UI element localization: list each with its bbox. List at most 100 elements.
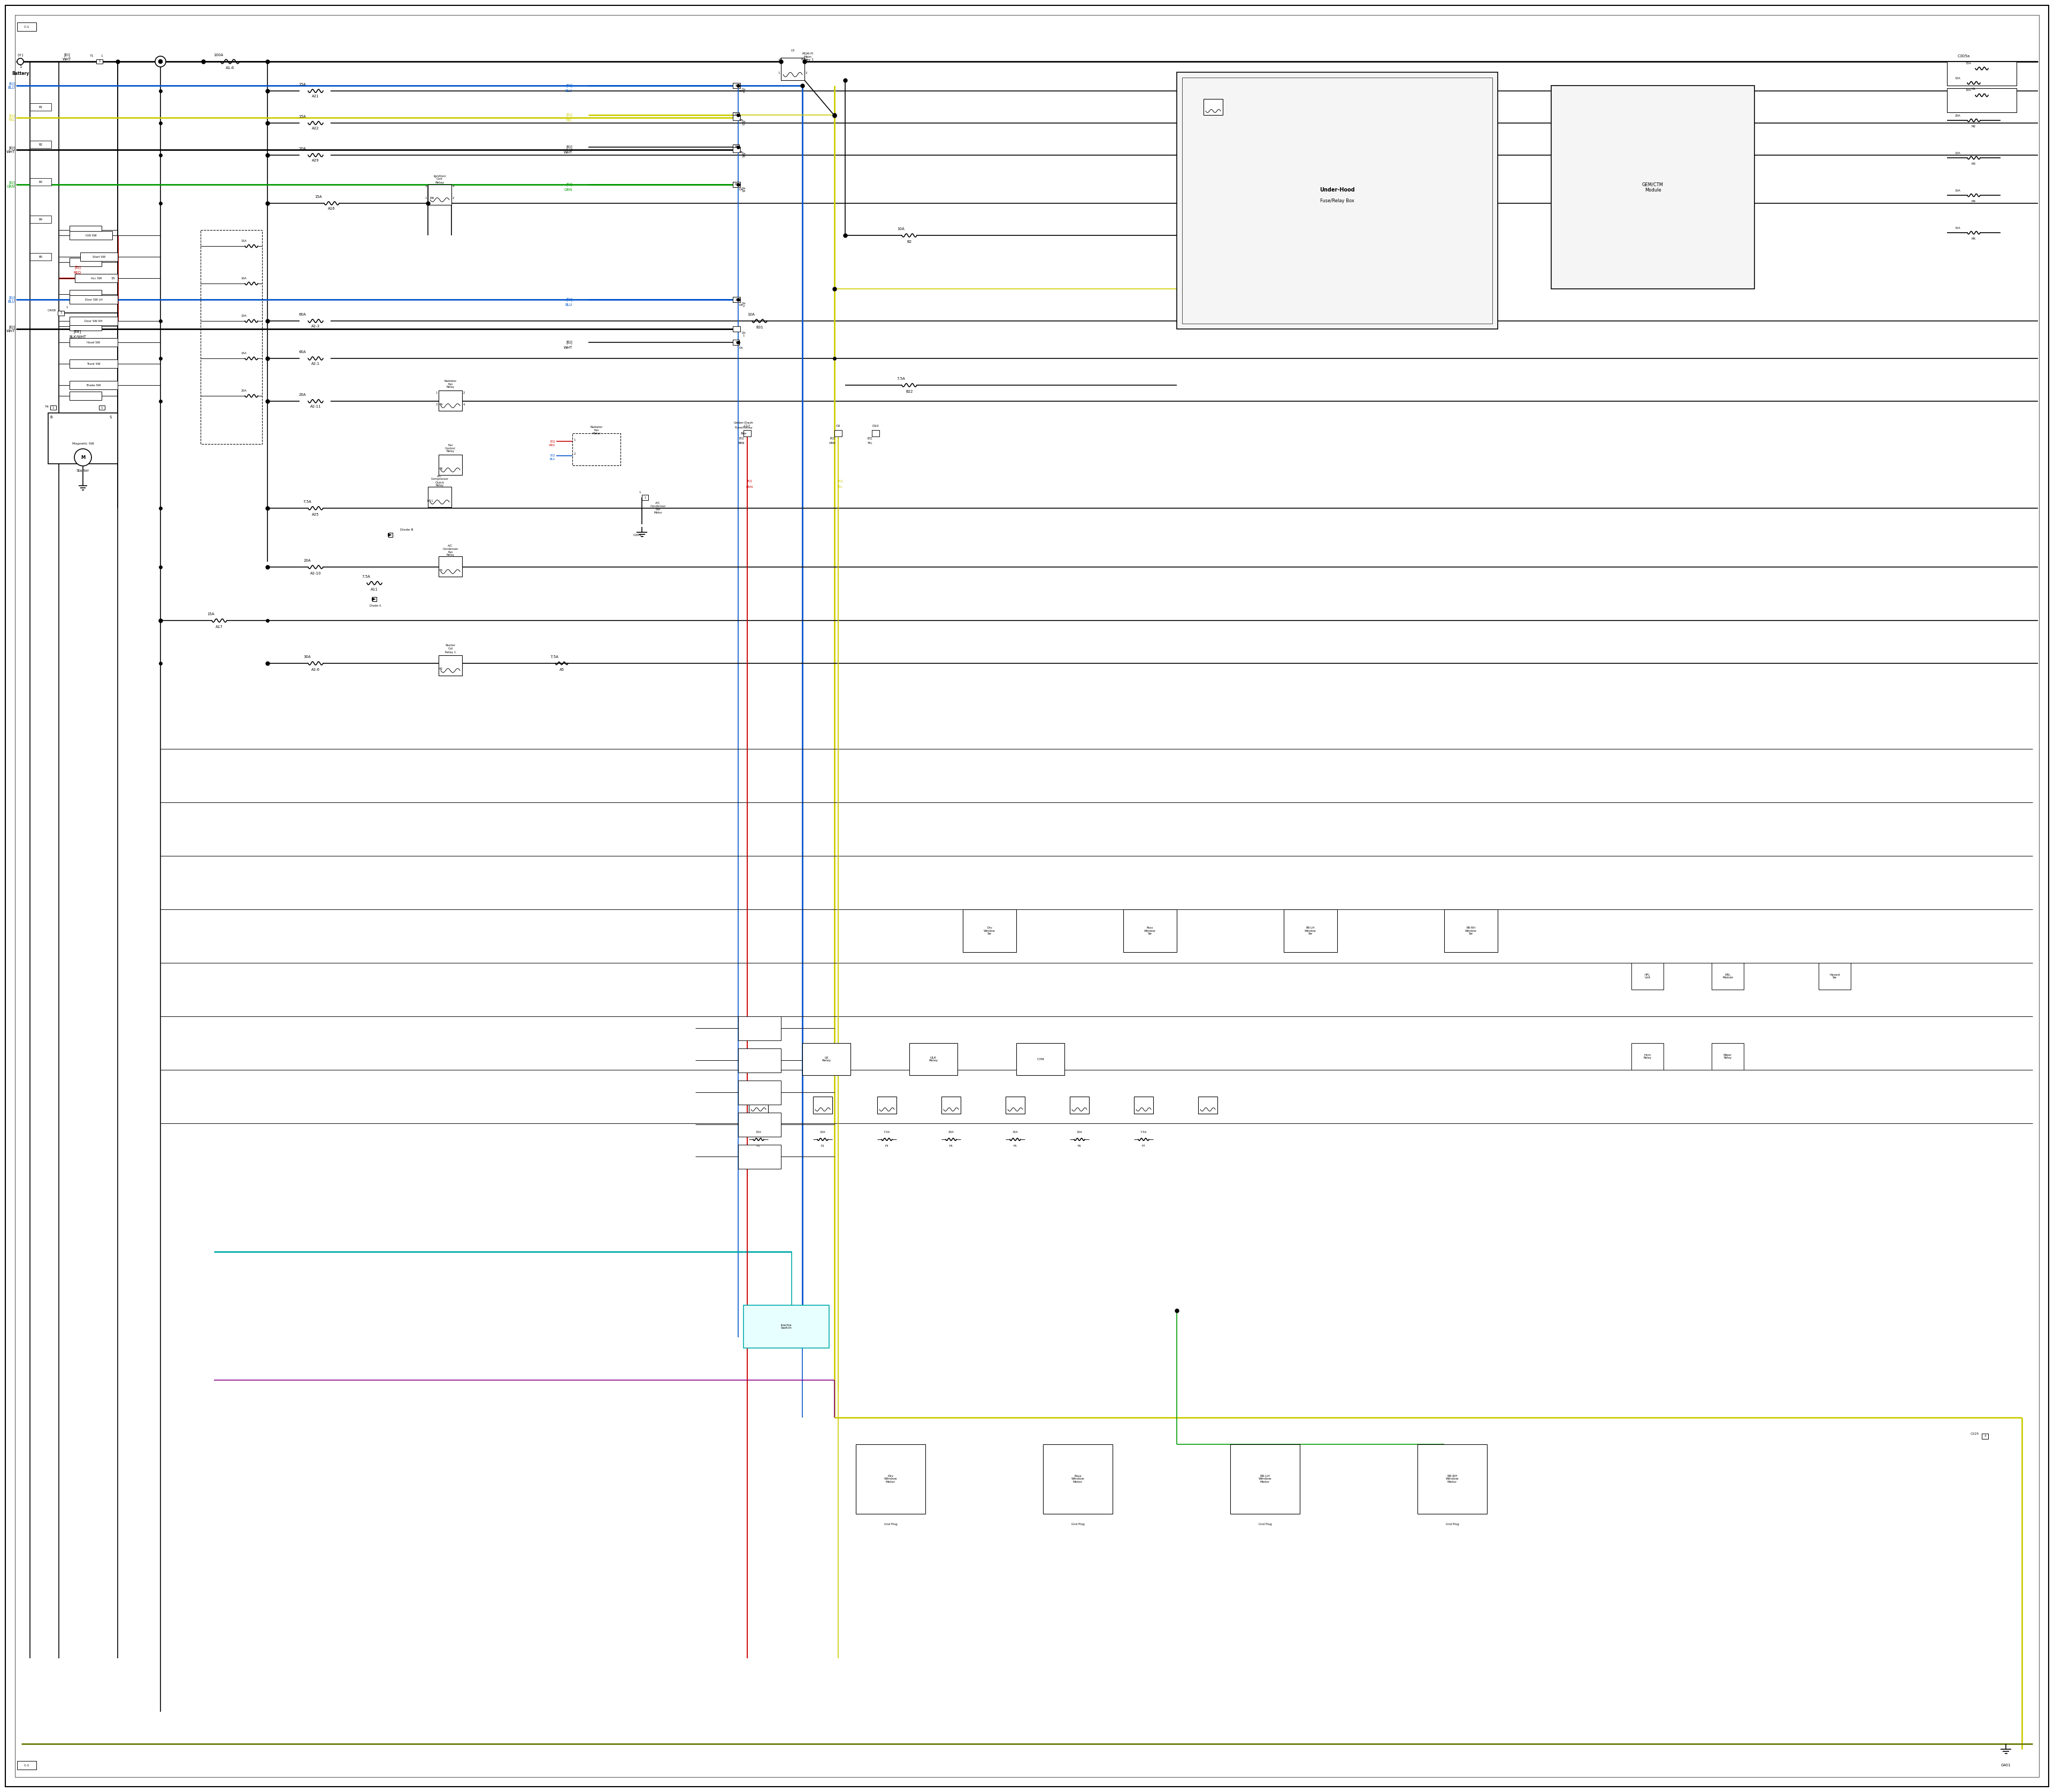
Bar (70, 339, 117, 346)
Text: Radiator: Radiator (589, 425, 602, 428)
Text: HFL
Unit: HFL Unit (1645, 973, 1651, 978)
Text: 19: 19 (733, 183, 737, 186)
Text: 15A: 15A (1013, 1131, 1019, 1133)
Bar (1982, 1434, 1988, 1439)
Text: [EJ]: [EJ] (550, 441, 555, 443)
Text: Fan: Fan (448, 550, 454, 554)
Text: [EJ]
BLU: [EJ] BLU (8, 82, 14, 90)
Text: Radiator: Radiator (444, 380, 456, 382)
Text: Cut: Cut (448, 647, 452, 650)
Text: RED: RED (74, 271, 82, 274)
Text: 7.5A: 7.5A (362, 575, 370, 579)
Text: Diode A: Diode A (370, 604, 382, 607)
Text: 20A: 20A (298, 392, 306, 396)
Text: YEL: YEL (867, 441, 873, 444)
Text: 20A: 20A (240, 389, 246, 392)
Text: L5: L5 (791, 48, 795, 52)
Text: RR-RH
Window
Motor: RR-RH Window Motor (1446, 1475, 1458, 1484)
Text: RR-LH
Window
Motor: RR-LH Window Motor (1259, 1475, 1271, 1484)
Text: 10A: 10A (898, 228, 904, 231)
Bar (70, 231, 113, 240)
Text: 10A: 10A (1955, 152, 1960, 154)
Bar (877, 1097, 896, 1113)
Text: [EJ]: [EJ] (567, 84, 573, 88)
Bar (49, 405, 55, 410)
Text: A1-6: A1-6 (226, 66, 234, 70)
Text: BLU: BLU (565, 90, 573, 93)
Text: F6: F6 (1078, 1145, 1080, 1147)
Circle shape (156, 56, 166, 66)
Text: M1: M1 (1972, 88, 1976, 91)
Text: 20A: 20A (1955, 115, 1960, 118)
Bar (1124, 909, 1177, 952)
Text: 10A: 10A (240, 314, 246, 317)
Text: Drv
Window
Motor: Drv Window Motor (883, 1475, 898, 1484)
Text: Pass
Window
Motor: Pass Window Motor (1072, 1475, 1085, 1484)
Bar (750, 1097, 768, 1113)
Text: [EJ]
YEL: [EJ] YEL (8, 115, 14, 122)
Bar (31, 142, 51, 149)
Bar (70, 382, 117, 389)
Text: Dn: Dn (739, 188, 744, 192)
Bar (1284, 909, 1337, 952)
Text: 15A: 15A (298, 115, 306, 118)
Text: Compressor: Compressor (431, 478, 448, 480)
Bar (74, 274, 117, 283)
Text: C17: C17 (744, 425, 750, 426)
Text: 10A: 10A (240, 276, 246, 280)
Bar (427, 185, 452, 204)
Text: Ignition: Ignition (433, 174, 446, 177)
Text: ULK
Relay: ULK Relay (928, 1055, 939, 1063)
Bar (733, 82, 739, 88)
Text: 60A: 60A (298, 351, 306, 353)
Text: BRN: BRN (746, 486, 754, 487)
Text: Door SW LH: Door SW LH (84, 297, 103, 301)
Text: B: B (49, 416, 53, 419)
Text: F1: F1 (756, 1145, 760, 1147)
Text: C3D5a: C3D5a (1957, 54, 1970, 57)
Bar (1417, 1444, 1487, 1514)
Text: Coil: Coil (438, 177, 444, 181)
Text: B4: B4 (39, 219, 43, 220)
Bar (440, 391, 462, 410)
Bar (781, 57, 805, 81)
Text: 30A: 30A (304, 656, 310, 658)
Bar (440, 656, 462, 676)
Bar (70, 392, 101, 400)
Bar (1631, 962, 1664, 989)
Text: LK
Relay: LK Relay (822, 1055, 832, 1063)
Text: A2-11: A2-11 (310, 405, 320, 409)
Text: M9: M9 (440, 403, 444, 405)
Text: WHT: WHT (563, 346, 573, 349)
Text: A21: A21 (312, 95, 318, 99)
Text: 7.5A: 7.5A (550, 656, 559, 658)
Text: 12: 12 (733, 113, 737, 116)
Text: BLU: BLU (550, 459, 555, 461)
Bar (70, 226, 101, 235)
Text: A25: A25 (312, 513, 318, 516)
Text: CTM: CTM (1037, 1057, 1043, 1061)
Bar (737, 1113, 781, 1136)
Text: BLU: BLU (565, 303, 573, 306)
Text: F4: F4 (949, 1145, 953, 1147)
Bar (70, 360, 101, 367)
Text: A/C: A/C (438, 475, 442, 477)
Text: Gnd Plug: Gnd Plug (1072, 1523, 1085, 1525)
Bar (733, 115, 739, 120)
Bar (813, 1097, 832, 1113)
Text: Magnetic SW: Magnetic SW (72, 443, 94, 446)
Bar (733, 181, 739, 186)
Text: 7.5A: 7.5A (1140, 1131, 1146, 1133)
Bar (733, 145, 739, 151)
Bar (31, 177, 51, 186)
Text: Motor: Motor (653, 511, 661, 514)
Bar (201, 229, 263, 444)
Text: 15A: 15A (1955, 77, 1960, 81)
Text: Control: Control (446, 446, 456, 450)
Bar (1818, 962, 1851, 989)
Text: 10A: 10A (1966, 88, 1972, 91)
Text: Box: Box (739, 432, 746, 435)
Text: Under-Hood: Under-Hood (1319, 186, 1356, 192)
Bar (737, 1016, 781, 1041)
Text: Starter: Starter (76, 470, 90, 473)
